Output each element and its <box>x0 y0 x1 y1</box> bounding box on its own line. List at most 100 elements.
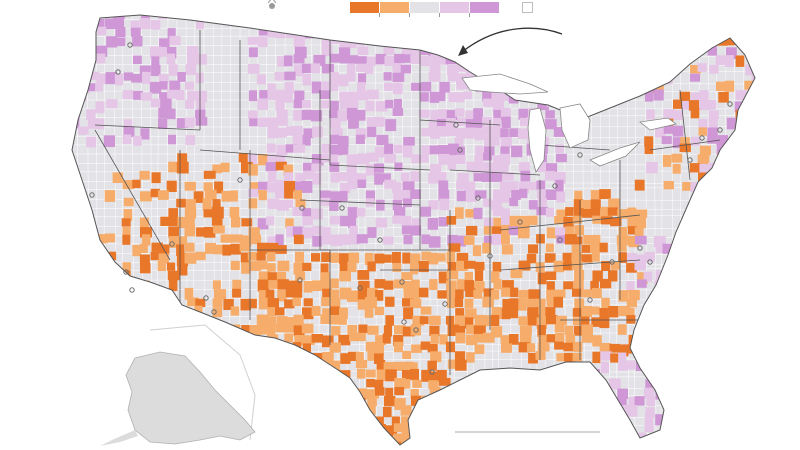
county-cell <box>220 162 230 173</box>
county-cell <box>429 433 439 445</box>
county-cell <box>491 289 500 300</box>
county-cell <box>743 145 753 155</box>
county-cell <box>446 289 459 300</box>
county-cell <box>283 343 293 354</box>
county-cell <box>339 307 348 320</box>
county-cell <box>374 379 384 390</box>
county-cell <box>573 199 584 210</box>
county-cell <box>365 297 377 309</box>
county-cell <box>536 206 548 216</box>
county-cell <box>447 234 458 246</box>
county-cell <box>457 117 465 127</box>
county-cell <box>293 325 305 337</box>
county-cell <box>447 262 458 274</box>
county-cell <box>662 74 673 85</box>
county-cell <box>292 226 304 237</box>
county-cell <box>196 54 207 65</box>
county-cell <box>285 424 297 435</box>
county-cell <box>671 253 682 265</box>
county-cell <box>347 351 360 361</box>
county-cell <box>562 252 572 263</box>
county-cell <box>464 181 476 194</box>
county-cell <box>718 416 730 426</box>
county-cell <box>412 379 422 388</box>
alaska-frame <box>149 324 256 441</box>
county-cell <box>600 206 611 217</box>
county-cell <box>546 35 558 45</box>
county-cell <box>645 352 656 362</box>
county-cell <box>319 90 330 99</box>
county-cell <box>376 359 386 371</box>
county-cell <box>421 17 431 29</box>
county-cell <box>400 64 411 74</box>
city-marker-icon <box>609 259 615 265</box>
county-cell <box>186 335 198 344</box>
county-cell <box>338 172 349 181</box>
county-cell <box>483 217 494 229</box>
county-cell <box>259 290 268 302</box>
county-cell <box>339 287 352 300</box>
county-cell <box>122 90 134 100</box>
county-cell <box>492 117 501 127</box>
county-cell <box>680 379 690 388</box>
county-cell <box>285 288 295 298</box>
county-cell <box>520 170 531 182</box>
county-cell <box>366 152 379 162</box>
county-cell <box>347 324 358 335</box>
county-cell <box>563 261 573 271</box>
county-cell <box>123 126 135 138</box>
county-cell <box>167 28 176 39</box>
county-cell <box>266 414 276 424</box>
county-cell <box>140 263 151 274</box>
county-cell <box>294 335 305 346</box>
county-cell <box>158 107 168 119</box>
county-cell <box>690 108 700 119</box>
county-cell <box>581 333 593 343</box>
county-cell <box>168 161 180 173</box>
county-cell <box>690 46 701 55</box>
county-cell <box>527 314 539 326</box>
county-cell <box>247 251 259 261</box>
county-cell <box>472 163 483 174</box>
county-cell <box>302 262 312 271</box>
county-cell <box>258 271 271 283</box>
county-cell <box>644 251 655 262</box>
county-cell <box>302 208 312 218</box>
county-cell <box>518 181 529 194</box>
county-cell <box>707 127 718 139</box>
county-cell <box>745 64 755 76</box>
county-cell <box>249 234 262 245</box>
county-cell <box>401 416 413 425</box>
county-cell <box>95 53 106 64</box>
county-cell <box>439 198 450 211</box>
county-cell <box>357 90 369 101</box>
state-border-line <box>94 124 201 131</box>
county-cell <box>502 299 512 311</box>
county-cell <box>357 173 367 185</box>
county-cell <box>258 117 269 128</box>
city-marker-icon <box>127 42 133 48</box>
county-cell <box>355 359 368 369</box>
county-cell <box>267 272 277 282</box>
county-cell <box>95 118 105 130</box>
county-cell <box>411 344 422 353</box>
county-cell <box>718 397 729 410</box>
county-cell <box>347 180 357 190</box>
county-cell <box>699 415 711 426</box>
county-cell <box>86 136 97 148</box>
county-cell <box>528 244 538 254</box>
county-cell <box>436 172 447 184</box>
county-cell <box>761 154 772 163</box>
county-cell <box>357 153 370 165</box>
county-cell <box>483 288 494 300</box>
county-cell <box>357 299 367 310</box>
county-cell <box>427 360 437 371</box>
county-cell <box>446 37 456 50</box>
county-cell <box>140 128 150 140</box>
county-cell <box>265 162 278 172</box>
county-cell <box>392 72 405 83</box>
county-cell <box>338 334 351 346</box>
county-cell <box>301 181 313 193</box>
county-cell <box>267 263 276 272</box>
county-cell <box>366 379 375 388</box>
